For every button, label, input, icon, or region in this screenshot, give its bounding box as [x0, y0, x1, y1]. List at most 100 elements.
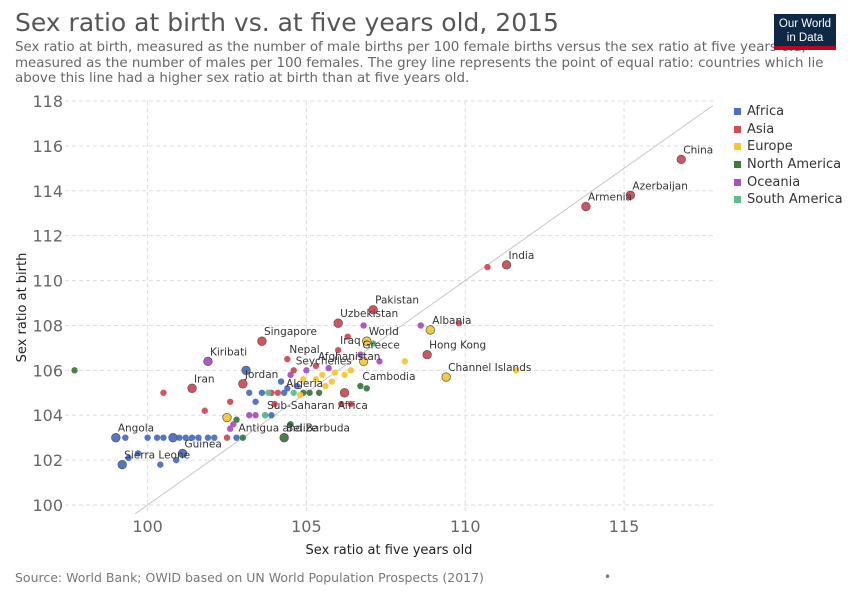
data-point-north-america [279, 433, 289, 443]
data-point-asia [676, 154, 686, 165]
data-point-africa [160, 434, 167, 441]
point-label: Pakistan [375, 295, 419, 307]
legend-label: Asia [747, 121, 775, 137]
y-tick-label: 118 [32, 92, 63, 111]
data-point-oceania [230, 421, 237, 428]
point-label: Antigua and Barbuda [239, 423, 350, 435]
data-point-africa [172, 456, 180, 464]
legend-item-north-america[interactable]: North America [734, 156, 843, 174]
data-point-africa [277, 378, 285, 385]
legend-swatch [734, 125, 741, 133]
legend-item-oceania[interactable]: Oceania [734, 173, 843, 191]
data-point-asia [501, 260, 512, 270]
data-point-africa [125, 454, 132, 462]
point-label: Angola [118, 423, 154, 435]
point-label: Channel Islands [448, 362, 531, 374]
point-label: Greece [362, 340, 399, 352]
data-point-north-america [357, 382, 364, 390]
data-point-europe [362, 336, 372, 346]
point-label: Guinea [185, 438, 222, 450]
footer-dot: • [604, 570, 612, 584]
point-label: Sub-Saharan Africa [267, 400, 368, 412]
data-point-africa [241, 365, 251, 375]
data-point-africa [177, 448, 188, 459]
data-point-asia [312, 362, 320, 370]
data-point-europe [300, 376, 307, 383]
data-point-north-america [71, 367, 78, 374]
data-point-asia [422, 349, 432, 360]
data-point-oceania [287, 371, 294, 379]
legend-swatch [734, 196, 741, 204]
data-point-europe [296, 391, 304, 399]
source-note: Source: World Bank; OWID based on UN Wor… [15, 570, 484, 585]
data-point-asia [238, 379, 248, 389]
point-label: Afghanistan [318, 351, 381, 363]
legend-label: Europe [747, 139, 793, 155]
data-point-oceania [360, 322, 367, 329]
legend-swatch [734, 178, 741, 186]
owid-logo[interactable]: Our World in Data [774, 14, 836, 50]
chart-legend: Africa Asia Europe North America Oceania Sout… [734, 103, 843, 209]
legend-item-asia[interactable]: Asia [734, 121, 843, 139]
data-point-north-america [233, 416, 240, 423]
data-point-north-america [306, 389, 313, 396]
equal-ratio-line [134, 105, 714, 515]
point-label: Singapore [264, 326, 317, 338]
x-tick-label: 105 [291, 517, 322, 536]
data-point-europe [322, 382, 329, 390]
logo-line-1: Our World [778, 18, 832, 30]
point-label: Nepal [289, 344, 319, 356]
legend-label: North America [747, 157, 842, 173]
legend-label: South America [747, 192, 843, 208]
legend-item-europe[interactable]: Europe [734, 138, 843, 156]
data-point-europe [512, 367, 520, 374]
data-point-south-america [261, 412, 269, 419]
point-label: China [683, 144, 713, 156]
y-tick-label: 104 [32, 406, 63, 425]
data-point-oceania [357, 351, 364, 358]
y-axis-label: Sex ratio at birth [15, 253, 30, 363]
point-label: Seychelles [296, 355, 352, 367]
data-point-oceania [246, 412, 253, 419]
data-point-africa [188, 434, 196, 441]
y-tick-label: 116 [32, 137, 63, 156]
data-point-africa [176, 434, 183, 441]
legend-item-south-america[interactable]: South America [734, 191, 843, 209]
y-tick-label: 112 [32, 227, 63, 246]
y-tick-label: 106 [32, 361, 63, 380]
point-label: Iraq [340, 335, 361, 347]
data-point-africa [280, 389, 288, 396]
data-point-europe [425, 325, 435, 335]
chart-subtitle: Sex ratio at birth, measured as the numb… [15, 40, 824, 86]
x-tick-label: 100 [132, 517, 163, 536]
data-point-asia [338, 400, 345, 408]
data-point-oceania [203, 356, 213, 367]
data-point-asia [187, 383, 197, 393]
data-point-asia [160, 389, 167, 396]
legend-swatch [734, 161, 741, 169]
point-label: Hong Kong [429, 340, 486, 352]
legend-item-africa[interactable]: Africa [734, 103, 843, 121]
data-point-south-america [290, 389, 297, 396]
legend-label: Africa [747, 104, 785, 120]
data-point-asia [333, 318, 343, 328]
legend-label: Oceania [747, 174, 801, 190]
data-point-south-america [265, 389, 272, 396]
data-point-europe [331, 369, 339, 376]
data-point-africa [211, 434, 218, 441]
data-point-north-america [287, 421, 294, 428]
data-point-asia [284, 355, 291, 363]
data-point-africa [168, 433, 178, 443]
data-point-africa [246, 389, 253, 396]
data-point-africa [293, 382, 301, 390]
data-point-oceania [252, 412, 259, 419]
data-point-north-america [363, 385, 370, 392]
data-point-north-america [239, 434, 247, 441]
data-point-oceania [376, 358, 383, 365]
data-point-asia [257, 336, 267, 346]
point-label: Iran [194, 373, 215, 385]
data-point-africa [258, 389, 266, 396]
data-point-oceania [303, 367, 310, 374]
data-point-south-america [369, 340, 377, 347]
